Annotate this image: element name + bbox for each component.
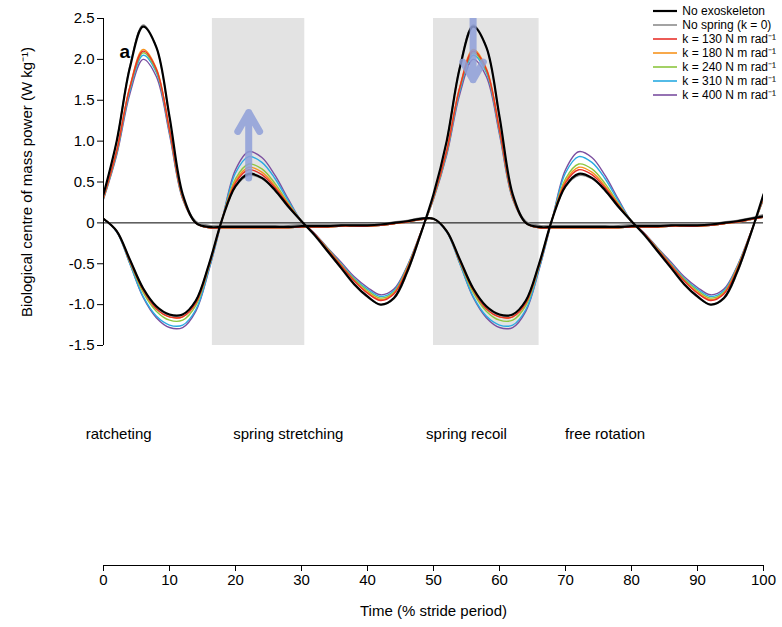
svg-text:0: 0 [86,214,94,231]
svg-text:0.5: 0.5 [74,173,95,190]
svg-text:2.5: 2.5 [74,9,95,26]
svg-text:70: 70 [557,571,574,588]
svg-text:30: 30 [293,571,310,588]
svg-text:20: 20 [227,571,244,588]
html-text:k = 130 N m rad⁻¹: k = 130 N m rad⁻¹ [682,32,776,46]
html-text:No exoskeleton: No exoskeleton [682,4,765,18]
svg-text:-1.0: -1.0 [69,295,95,312]
svg-text:1.5: 1.5 [74,91,95,108]
svg-text:-0.5: -0.5 [69,255,95,272]
svg-text:40: 40 [359,571,376,588]
html-text:No spring (k = 0): No spring (k = 0) [682,18,772,32]
svg-text:80: 80 [623,571,640,588]
svg-text:spring stretching: spring stretching [233,425,343,442]
svg-text:ratcheting: ratcheting [86,425,152,442]
svg-text:free rotation: free rotation [565,425,645,442]
svg-text:spring recoil: spring recoil [426,425,507,442]
html-text:k = 400 N m rad⁻¹: k = 400 N m rad⁻¹ [682,88,776,102]
svg-text:-1.5: -1.5 [69,336,95,353]
svg-text:Time (% stride period): Time (% stride period) [360,602,507,619]
svg-text:2.0: 2.0 [74,50,95,67]
svg-text:60: 60 [491,571,508,588]
svg-text:50: 50 [425,571,442,588]
svg-text:100: 100 [751,571,776,588]
html-text:k = 240 N m rad⁻¹: k = 240 N m rad⁻¹ [682,60,776,74]
svg-text:0: 0 [99,571,107,588]
svg-text:90: 90 [689,571,706,588]
html-text:k = 180 N m rad⁻¹: k = 180 N m rad⁻¹ [682,46,776,60]
svg-text:Biological centre of mass powe: Biological centre of mass power (W kg⁻¹) [18,47,35,317]
svg-text:a: a [120,41,131,62]
svg-text:10: 10 [161,571,178,588]
html-text:k = 310 N m rad⁻¹: k = 310 N m rad⁻¹ [682,74,776,88]
svg-text:1.0: 1.0 [74,132,95,149]
